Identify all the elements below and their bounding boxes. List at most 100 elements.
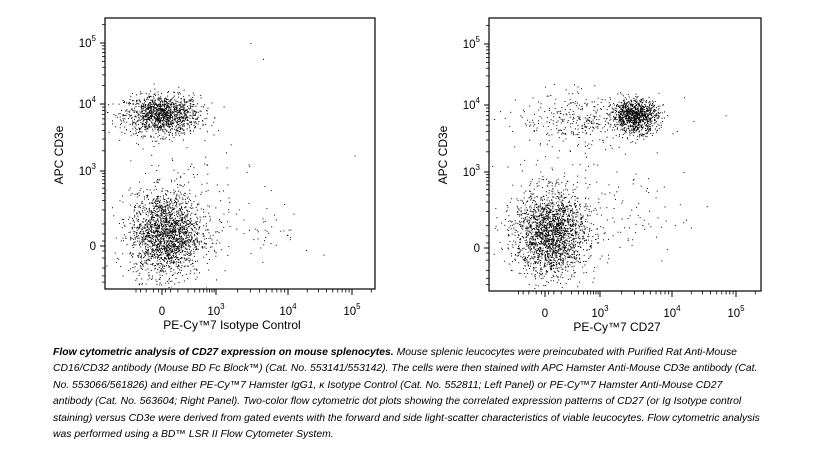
event-dot	[196, 240, 198, 242]
event-dot	[190, 99, 192, 101]
event-dot	[596, 109, 598, 111]
event-dot	[156, 119, 158, 121]
event-dot	[622, 122, 624, 123]
event-dot	[626, 138, 628, 140]
event-dot	[195, 224, 197, 226]
event-dot	[176, 223, 178, 224]
event-dot	[645, 135, 647, 137]
event-dot	[659, 105, 661, 107]
event-dot	[629, 134, 631, 136]
event-dot	[178, 121, 180, 123]
event-dot	[653, 123, 655, 125]
event-dot	[634, 115, 636, 117]
event-dot	[651, 104, 653, 106]
event-dot	[186, 108, 188, 110]
event-dot	[156, 107, 158, 109]
event-dot	[137, 114, 139, 116]
event-dot	[171, 251, 173, 253]
event-dot	[198, 203, 200, 205]
event-dot	[148, 233, 150, 235]
event-dot	[574, 103, 576, 105]
event-dot	[178, 231, 180, 233]
event-dot	[172, 202, 174, 204]
event-dot	[609, 114, 611, 116]
event-dot	[149, 234, 150, 236]
event-dot	[168, 212, 169, 214]
event-dot	[122, 222, 124, 224]
event-dot	[137, 120, 139, 122]
event-dot	[636, 130, 638, 132]
event-dot	[649, 129, 651, 131]
event-dot	[134, 231, 136, 233]
event-dot	[148, 118, 150, 120]
event-dot	[152, 200, 154, 202]
event-dot	[658, 92, 660, 94]
event-dot	[157, 226, 159, 228]
event-dot	[136, 278, 138, 280]
event-dot	[608, 114, 610, 116]
event-dot	[172, 119, 174, 121]
event-dot	[632, 135, 634, 137]
event-dot	[193, 127, 195, 129]
event-dot	[620, 118, 622, 120]
event-dot	[156, 214, 158, 216]
event-dot	[620, 119, 622, 121]
event-dot	[176, 204, 177, 206]
event-dot	[164, 221, 166, 223]
event-dot	[586, 120, 588, 122]
event-dot	[589, 133, 591, 135]
event-dot	[193, 248, 195, 250]
event-dot	[199, 227, 201, 229]
event-dot	[643, 106, 644, 108]
event-dot	[646, 118, 647, 120]
event-dot	[557, 241, 558, 243]
event-dot	[155, 200, 157, 202]
event-dot	[165, 205, 167, 207]
event-dot	[179, 242, 181, 244]
event-dot	[623, 100, 625, 102]
event-dot	[631, 103, 633, 105]
event-dot	[169, 228, 171, 230]
event-dot	[112, 123, 113, 125]
event-dot	[139, 205, 141, 206]
event-dot	[145, 121, 147, 123]
event-dot	[151, 104, 153, 106]
event-dot	[628, 112, 630, 113]
event-dot	[166, 105, 168, 107]
event-dot	[138, 123, 139, 125]
event-dot	[144, 106, 146, 108]
event-dot	[178, 272, 180, 274]
event-dot	[597, 104, 599, 106]
event-dot	[283, 230, 285, 232]
event-dot	[143, 251, 145, 253]
event-dot	[166, 280, 168, 282]
event-dot	[168, 248, 170, 250]
event-dot	[137, 227, 139, 229]
event-dot	[153, 109, 155, 111]
event-dot	[140, 104, 142, 106]
event-dot	[150, 228, 152, 230]
event-dot	[591, 101, 593, 103]
event-dot	[149, 108, 151, 110]
event-dot	[161, 109, 163, 111]
event-dot	[604, 120, 606, 122]
event-dot	[643, 119, 645, 121]
event-dot	[223, 226, 225, 228]
event-dot	[174, 218, 176, 220]
event-dot	[149, 117, 151, 119]
event-dot	[192, 99, 194, 101]
event-dot	[619, 122, 621, 124]
event-dot	[165, 205, 167, 207]
event-dot	[180, 233, 181, 235]
event-dot	[149, 202, 151, 204]
event-dot	[625, 114, 627, 116]
event-dot	[159, 204, 161, 206]
event-dot	[166, 250, 168, 252]
event-dot	[622, 120, 624, 121]
event-dot	[155, 236, 157, 238]
event-dot	[567, 270, 569, 272]
event-dot	[146, 106, 148, 108]
event-dot	[178, 200, 179, 202]
event-dot	[172, 205, 174, 207]
event-dot	[159, 109, 161, 111]
